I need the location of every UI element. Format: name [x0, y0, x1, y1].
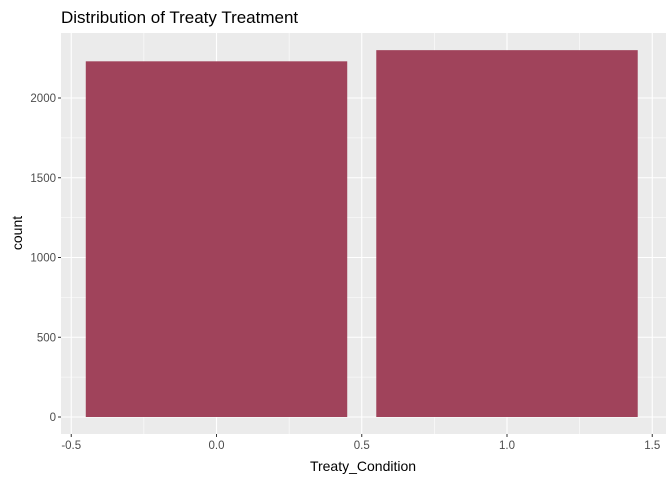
y-tick-label: 0 [50, 412, 56, 424]
y-axis-title: count [9, 216, 25, 250]
bar-0 [85, 61, 348, 417]
bars [85, 50, 638, 418]
x-tick-label: 1.5 [644, 440, 660, 452]
chart-title: Distribution of Treaty Treatment [61, 8, 298, 27]
y-tick-label: 2000 [30, 93, 56, 105]
bar-1 [376, 50, 638, 418]
y-tick-label: 1500 [30, 173, 56, 185]
y-tick-label: 500 [37, 332, 56, 344]
x-axis-title: Treaty_Condition [310, 458, 416, 474]
y-tick-label: 1000 [30, 253, 56, 265]
x-tick-label: -0.5 [61, 440, 81, 452]
x-axis: -0.5 0.0 0.5 1.0 1.5 [61, 434, 660, 452]
x-tick-label: 0.0 [209, 440, 225, 452]
x-tick-label: 1.0 [499, 440, 515, 452]
y-axis: 0 500 1000 1500 2000 [30, 93, 61, 424]
x-tick-label: 0.5 [354, 440, 370, 452]
